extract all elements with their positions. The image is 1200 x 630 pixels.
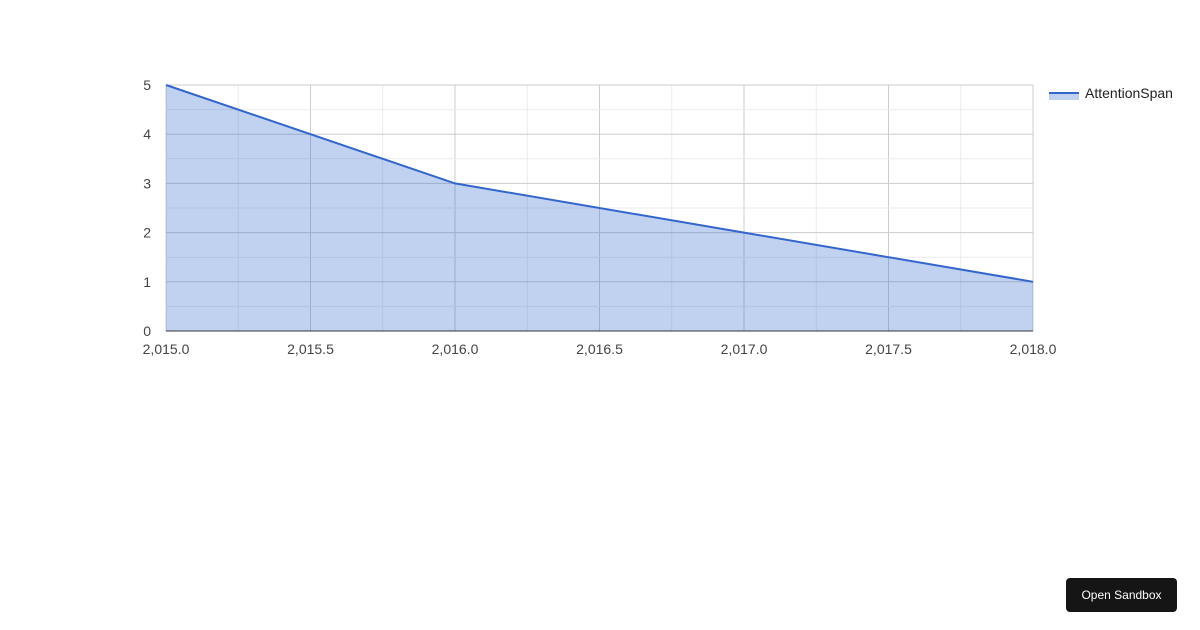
y-tick-label: 2 [143,225,151,241]
y-tick-label: 4 [143,126,151,142]
x-tick-label: 2,016.0 [432,341,479,357]
series-line [165,84,1034,283]
y-tick-label: 3 [143,175,151,191]
open-sandbox-button[interactable]: Open Sandbox [1066,578,1177,612]
x-tick-label: 2,018.0 [1010,341,1057,357]
legend: AttentionSpan [1049,85,1173,101]
x-tick-label: 2,015.0 [143,341,190,357]
y-tick-label: 0 [143,323,151,339]
x-tick-label: 2,017.0 [721,341,768,357]
x-tick-label: 2,017.5 [865,341,912,357]
x-tick-label: 2,016.5 [576,341,623,357]
y-tick-label: 5 [143,77,151,93]
legend-swatch-fill [1049,93,1079,100]
legend-label: AttentionSpan [1085,85,1173,101]
y-tick-label: 1 [143,274,151,290]
x-tick-label: 2,015.5 [287,341,334,357]
